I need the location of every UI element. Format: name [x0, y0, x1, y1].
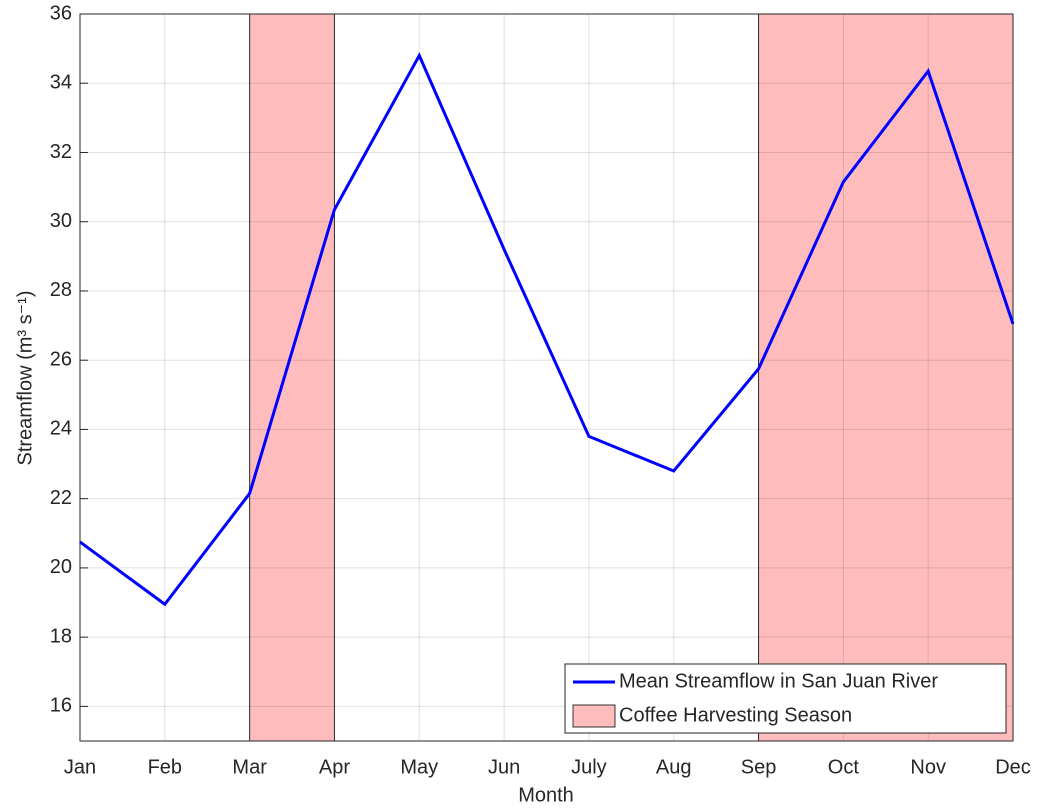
x-tick-label: Nov — [910, 756, 946, 778]
y-tick-label: 26 — [50, 348, 72, 370]
harvest-span — [249, 13, 335, 742]
legend-swatch — [572, 704, 616, 728]
x-tick-label: Apr — [319, 756, 350, 778]
harvest-span — [758, 13, 1014, 742]
y-tick-label: 28 — [50, 279, 72, 301]
y-tick-label: 30 — [50, 210, 72, 232]
y-tick-label: 18 — [50, 625, 72, 647]
x-tick-label: May — [400, 756, 438, 778]
x-tick-label: Feb — [148, 756, 182, 778]
legend-box — [564, 663, 1007, 734]
y-tick-label: 16 — [50, 695, 72, 717]
x-tick-label: Dec — [995, 756, 1031, 778]
x-tick-label: Oct — [828, 756, 860, 778]
x-tick-label: Aug — [656, 756, 692, 778]
y-axis-label: Streamflow (m³ s⁻¹) — [14, 291, 36, 466]
x-tick-label: Jan — [64, 756, 96, 778]
x-axis-label: Month — [518, 784, 574, 806]
legend-label: Mean Streamflow in San Juan River — [619, 670, 938, 692]
x-tick-label: Jun — [488, 756, 520, 778]
plot-frame — [79, 13, 1014, 742]
x-tick-label: July — [571, 756, 607, 778]
y-tick-label: 24 — [50, 418, 72, 440]
legend-label: Coffee Harvesting Season — [619, 704, 852, 726]
y-tick-label: 32 — [50, 141, 72, 163]
y-tick-label: 36 — [50, 2, 72, 24]
y-tick-label: 22 — [50, 487, 72, 509]
x-tick-label: Sep — [741, 756, 777, 778]
data-line — [79, 52, 1015, 607]
y-tick-label: 34 — [50, 72, 72, 94]
y-tick-label: 20 — [50, 556, 72, 578]
x-tick-label: Mar — [232, 756, 267, 778]
